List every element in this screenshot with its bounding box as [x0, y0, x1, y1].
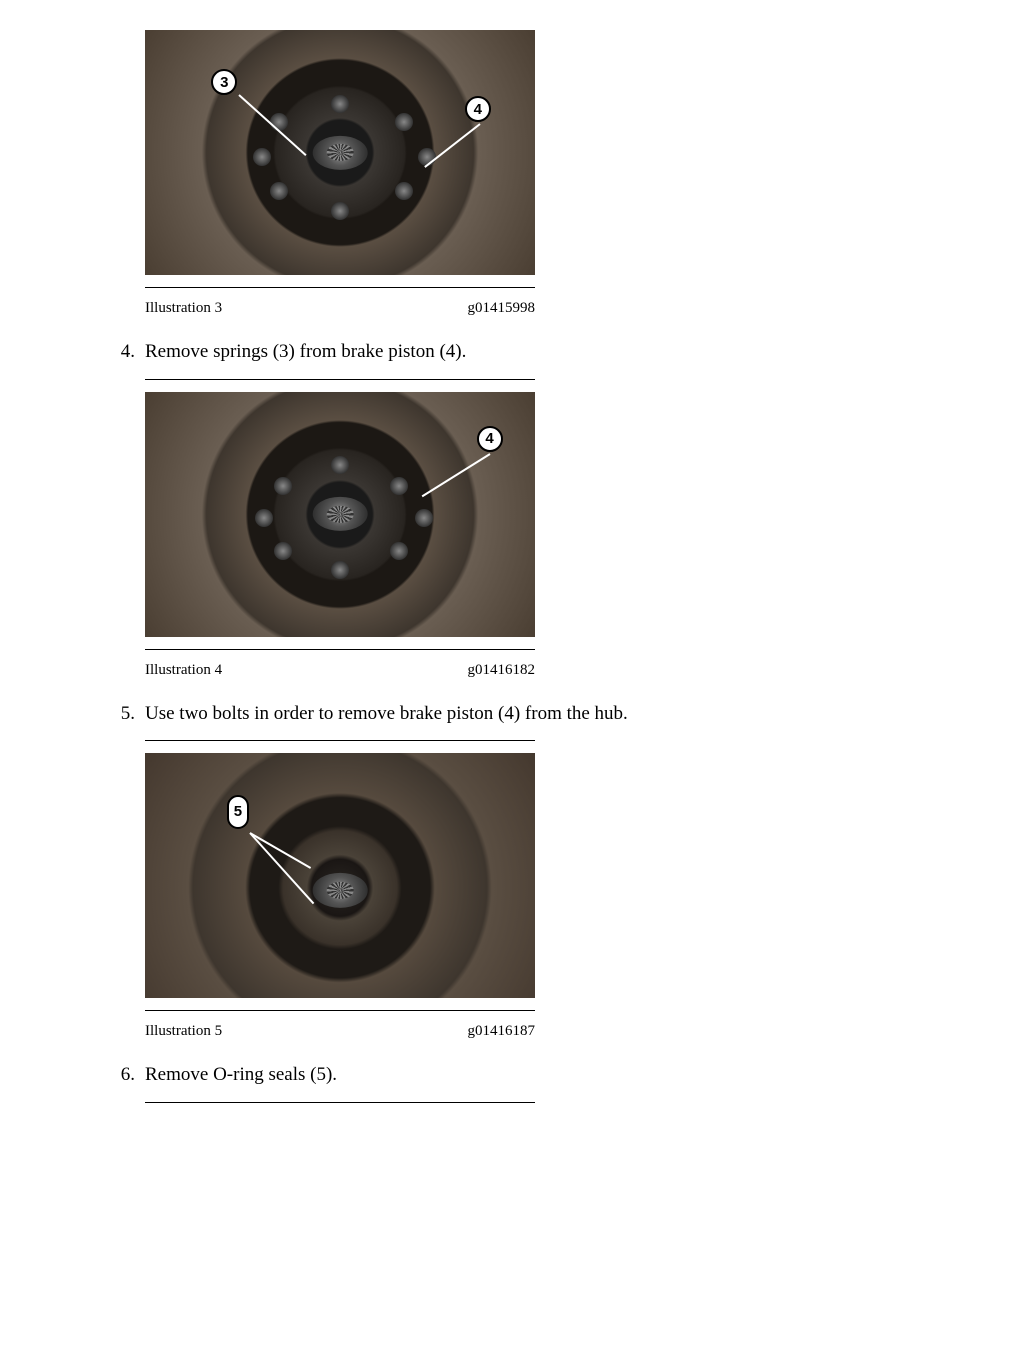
figure-block-4: 4 Illustration 4 g01416182 — [145, 392, 924, 679]
image-id: g01416187 — [468, 1023, 536, 1040]
leader-5b — [250, 832, 315, 904]
illustration-label: Illustration 4 — [145, 662, 222, 679]
figure-image-5: 5 — [145, 753, 535, 998]
figure-rule — [145, 1010, 535, 1011]
callout-label: 4 — [474, 101, 482, 118]
illustration-label: Illustration 5 — [145, 1023, 222, 1040]
step-text: Remove springs (3) from brake piston (4)… — [145, 339, 924, 365]
callout-label: 4 — [485, 430, 493, 447]
step-text: Use two bolts in order to remove brake p… — [145, 701, 924, 727]
figure-caption-5: Illustration 5 g01416187 — [145, 1023, 535, 1040]
callout-3: 3 — [211, 69, 237, 95]
figure-rule — [145, 287, 535, 288]
step-rule — [145, 379, 535, 380]
bolt-ring — [262, 465, 418, 563]
step-6: 6. Remove O-ring seals (5). — [100, 1062, 924, 1088]
step-rule — [145, 740, 535, 741]
step-number: 6. — [100, 1062, 145, 1088]
figure-caption-3: Illustration 3 g01415998 — [145, 300, 535, 317]
figure-caption-4: Illustration 4 g01416182 — [145, 662, 535, 679]
step-text: Remove O-ring seals (5). — [145, 1062, 924, 1088]
step-number: 4. — [100, 339, 145, 365]
mechanical-photo: 3 4 — [145, 30, 535, 275]
callout-4: 4 — [465, 96, 491, 122]
figure-image-4: 4 — [145, 392, 535, 637]
center-spline — [313, 873, 368, 907]
illustration-label: Illustration 3 — [145, 300, 222, 317]
callout-label: 5 — [234, 803, 242, 820]
mechanical-photo: 5 — [145, 753, 535, 998]
step-4: 4. Remove springs (3) from brake piston … — [100, 339, 924, 365]
figure-block-5: 5 Illustration 5 g01416187 — [145, 753, 924, 1040]
callout-4: 4 — [477, 426, 503, 452]
bolt-ring — [262, 104, 418, 202]
figure-block-3: 3 4 Illustration 3 g01415998 — [145, 30, 924, 317]
leader-4 — [424, 123, 480, 168]
step-number: 5. — [100, 701, 145, 727]
image-id: g01416182 — [468, 662, 536, 679]
figure-image-3: 3 4 — [145, 30, 535, 275]
leader-5a — [250, 832, 312, 869]
step-5: 5. Use two bolts in order to remove brak… — [100, 701, 924, 727]
leader-4b — [422, 453, 491, 497]
mechanical-photo: 4 — [145, 392, 535, 637]
callout-label: 3 — [220, 74, 228, 91]
step-rule — [145, 1102, 535, 1103]
figure-rule — [145, 649, 535, 650]
image-id: g01415998 — [468, 300, 536, 317]
callout-5: 5 — [227, 795, 249, 829]
